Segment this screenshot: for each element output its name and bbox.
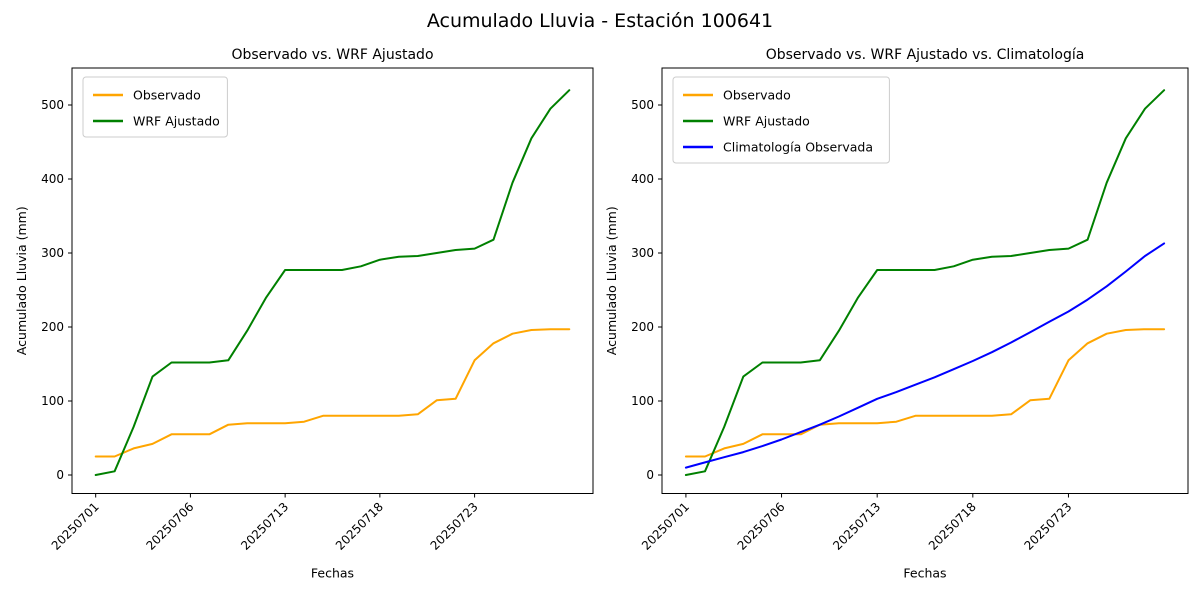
y-tick-label: 0: [56, 468, 64, 482]
legend-label: Observado: [723, 88, 791, 103]
series-line-wrf-ajustado: [94, 89, 571, 476]
x-tick-label: 20250706: [143, 500, 196, 553]
x-axis-label: Fechas: [311, 566, 354, 581]
axes-frame: [661, 67, 1189, 494]
x-axis-label: Fechas: [903, 566, 946, 581]
series-line-climatolog-a-observada: [684, 242, 1166, 469]
x-tick-label: 20250713: [238, 500, 291, 553]
legend-box: [672, 76, 890, 164]
x-tick-label: 20250723: [1021, 500, 1074, 553]
x-tick-label: 20250718: [333, 500, 386, 553]
y-tick-label: 400: [631, 172, 654, 186]
y-tick-label: 300: [631, 246, 654, 260]
y-tick-label: 500: [631, 98, 654, 112]
subplot-title: Observado vs. WRF Ajustado: [231, 47, 433, 63]
y-tick-label: 200: [631, 320, 654, 334]
y-tick-label: 200: [41, 320, 64, 334]
x-tick-label: 20250706: [735, 500, 788, 553]
series-line-observado: [684, 328, 1166, 458]
x-tick-label: 20250701: [639, 500, 692, 553]
y-tick-label: 0: [646, 468, 654, 482]
y-axis-label: Acumulado Lluvia (mm): [14, 206, 29, 355]
y-tick-label: 300: [41, 246, 64, 260]
legend-label: Climatología Observada: [723, 140, 873, 155]
x-tick-label: 20250713: [830, 500, 883, 553]
x-tick-label: 20250701: [49, 500, 102, 553]
subplot-title: Observado vs. WRF Ajustado vs. Climatolo…: [766, 47, 1085, 63]
x-tick-label: 20250718: [926, 500, 979, 553]
axes-frame: [71, 67, 594, 494]
y-tick-label: 400: [41, 172, 64, 186]
legend-label: WRF Ajustado: [133, 114, 220, 129]
y-tick-label: 100: [41, 394, 64, 408]
y-axis-label: Acumulado Lluvia (mm): [604, 206, 619, 355]
series-line-wrf-ajustado: [684, 89, 1166, 476]
x-tick-label: 20250723: [428, 500, 481, 553]
legend-label: WRF Ajustado: [723, 114, 810, 129]
figure-title: Acumulado Lluvia - Estación 100641: [426, 10, 774, 32]
legend-label: Observado: [133, 88, 201, 103]
y-tick-label: 500: [41, 98, 64, 112]
series-line-observado: [94, 328, 571, 458]
y-tick-label: 100: [631, 394, 654, 408]
